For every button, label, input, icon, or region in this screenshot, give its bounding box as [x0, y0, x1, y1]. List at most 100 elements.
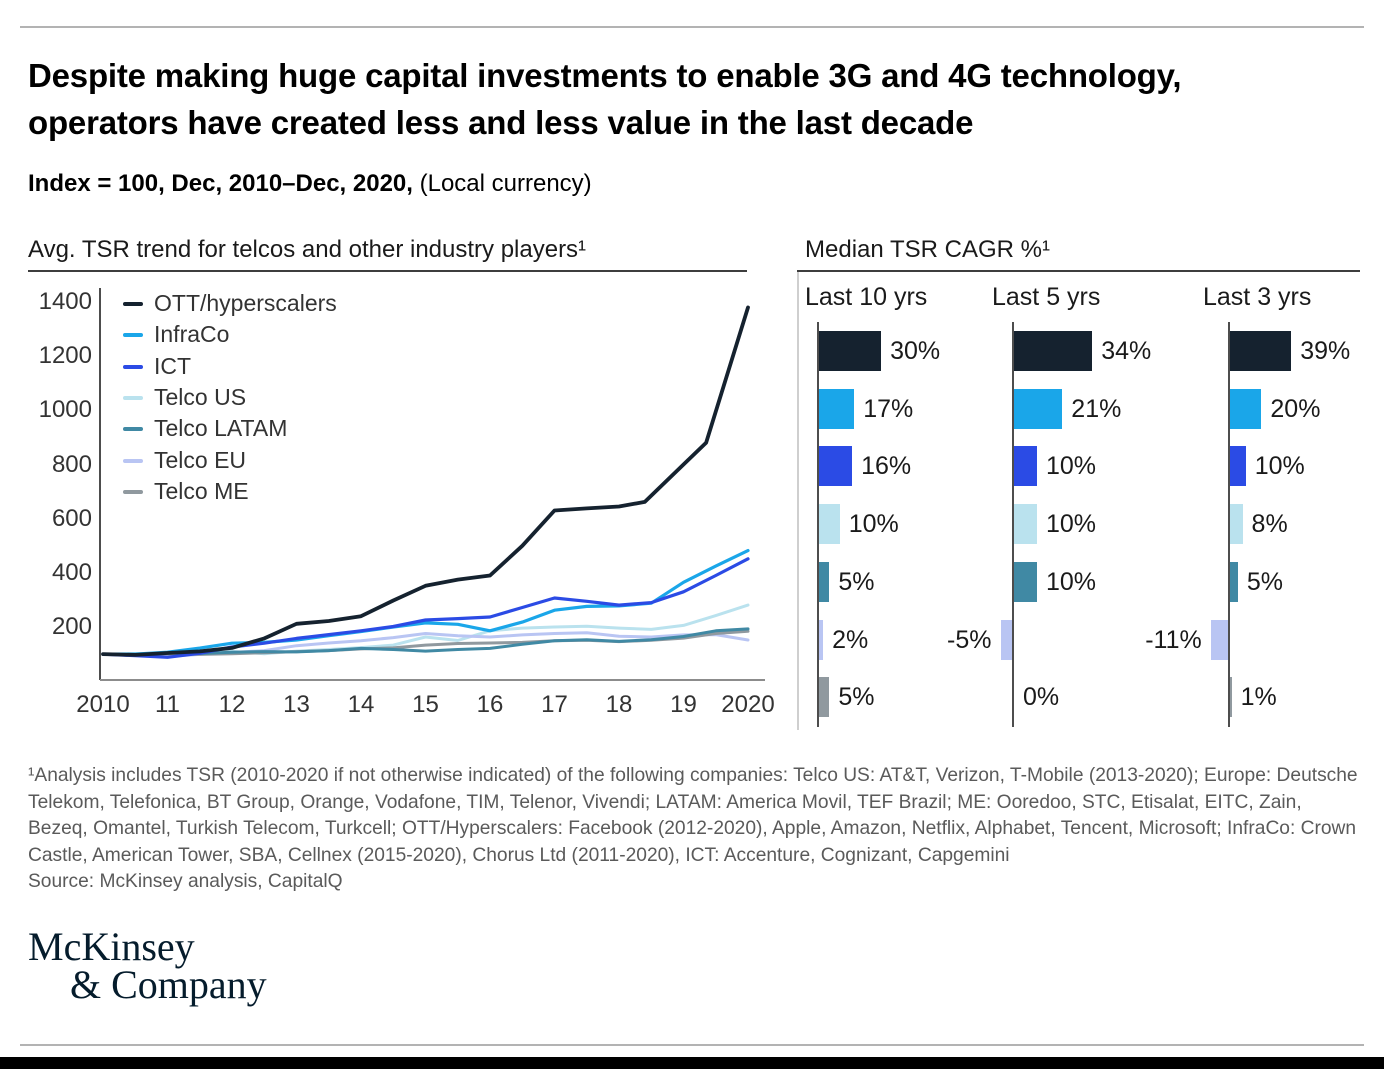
- legend-label-ict: ICT: [154, 352, 192, 379]
- legend-label-ott-hyperscalers: OTT/hyperscalers: [154, 290, 337, 316]
- bottom-black-bar: [0, 1057, 1384, 1069]
- bar-value-telco-eu-last-10-yrs: 2%: [832, 625, 869, 654]
- bar-value-telco-us-last-10-yrs: 10%: [848, 510, 899, 539]
- y-tick-400: 400: [51, 558, 92, 586]
- bar-column-header-last-3-yrs: Last 3 yrs: [1203, 283, 1312, 311]
- x-tick-16: 16: [476, 691, 504, 718]
- footnote-text: ¹Analysis includes TSR (2010-2020 if not…: [28, 765, 1358, 866]
- y-tick-1200: 1200: [38, 342, 92, 370]
- bar-column-header-last-10-yrs: Last 10 yrs: [805, 283, 928, 311]
- panel-divider: [797, 272, 799, 730]
- bar-value-telco-me-last-3-yrs: 1%: [1240, 683, 1277, 712]
- bar-ott-hyperscalers-last-5-yrs: [1014, 331, 1093, 371]
- x-tick-13: 13: [283, 691, 310, 718]
- bar-ict-last-3-yrs: [1230, 446, 1246, 487]
- legend-label-telco-eu: Telco EU: [154, 446, 247, 473]
- bar-ott-hyperscalers-last-10-yrs: [819, 331, 882, 371]
- bar-infraco-last-10-yrs: [819, 388, 855, 429]
- page-title-line2: operators have created less and less val…: [28, 104, 974, 141]
- legend-dash-icon-ict: [123, 364, 143, 369]
- bar-value-ott-hyperscalers-last-10-yrs: 30%: [890, 337, 941, 365]
- bar-ict-last-10-yrs: [819, 446, 853, 487]
- legend-dash-icon-telco-latam: [123, 427, 143, 432]
- bar-value-telco-eu-last-3-yrs: -11%: [1145, 625, 1202, 654]
- bar-value-telco-latam-last-10-yrs: 5%: [838, 567, 875, 596]
- line-chart-title: Avg. TSR trend for telcos and other indu…: [28, 236, 587, 263]
- legend-dash-icon-telco-me: [123, 489, 143, 494]
- series-line-telco-eu: [101, 631, 750, 658]
- x-tick-11: 11: [155, 691, 180, 718]
- x-tick-14: 14: [347, 691, 375, 718]
- subtitle-bold: Index = 100, Dec, 2010–Dec, 2020,: [28, 170, 413, 197]
- logo-line1: McKinsey: [28, 924, 195, 969]
- x-tick-18: 18: [605, 691, 633, 718]
- legend-dash-icon-telco-eu: [123, 458, 143, 463]
- page-title: Despite making huge capital investments …: [28, 52, 1358, 146]
- bar-telco-me-last-10-yrs: [819, 677, 830, 718]
- bar-value-telco-me-last-5-yrs: 0%: [1023, 683, 1060, 712]
- x-tick-2010: 2010: [76, 691, 130, 718]
- y-tick-800: 800: [51, 450, 92, 478]
- subtitle: Index = 100, Dec, 2010–Dec, 2020, (Local…: [28, 170, 592, 198]
- x-tick-12: 12: [218, 691, 246, 718]
- legend-label-telco-us: Telco US: [154, 383, 247, 410]
- y-tick-1000: 1000: [38, 396, 92, 424]
- bar-telco-me-last-3-yrs: [1230, 677, 1232, 718]
- legend-label-infraco: InfraCo: [154, 321, 230, 348]
- bar-value-ict-last-5-yrs: 10%: [1046, 452, 1097, 481]
- source-text: Source: McKinsey analysis, CapitalQ: [28, 871, 343, 893]
- legend-dash-icon-ott-hyperscalers: [123, 302, 143, 306]
- mckinsey-logo: McKinsey & Company: [28, 924, 267, 1007]
- series-line-ict: [101, 557, 750, 659]
- bar-value-ott-hyperscalers-last-5-yrs: 34%: [1101, 337, 1152, 365]
- legend-label-telco-me: Telco ME: [154, 477, 249, 504]
- bar-telco-eu-last-5-yrs: [1000, 619, 1012, 660]
- bar-ict-last-5-yrs: [1014, 446, 1037, 487]
- page-title-line1: Despite making huge capital investments …: [28, 57, 1182, 94]
- series-line-telco-us: [101, 603, 750, 656]
- series-line-telco-me: [101, 629, 750, 656]
- legend-dash-icon-infraco: [123, 333, 143, 338]
- line-chart-title-rule: [28, 270, 747, 272]
- bar-chart-title: Median TSR CAGR %¹: [805, 236, 1050, 263]
- series-line-telco-latam: [101, 627, 750, 657]
- bar-column-header-last-5-yrs: Last 5 yrs: [992, 283, 1101, 311]
- bar-ott-hyperscalers-last-3-yrs: [1230, 331, 1292, 371]
- bar-telco-us-last-5-yrs: [1014, 504, 1037, 545]
- bar-telco-latam-last-10-yrs: [819, 561, 830, 602]
- footnote-block: ¹Analysis includes TSR (2010-2020 if not…: [28, 763, 1364, 896]
- x-tick-2020: 2020: [721, 691, 775, 718]
- bottom-rule: [20, 1044, 1364, 1046]
- bar-telco-us-last-10-yrs: [819, 504, 840, 545]
- legend-dash-icon-telco-us: [123, 395, 143, 400]
- bar-telco-eu-last-10-yrs: [819, 619, 824, 660]
- bar-telco-us-last-3-yrs: [1230, 504, 1243, 545]
- bar-value-ott-hyperscalers-last-3-yrs: 39%: [1300, 337, 1351, 365]
- bar-axis-last-3-yrs: [1228, 322, 1230, 727]
- bar-value-telco-eu-last-5-yrs: -5%: [947, 625, 992, 654]
- x-tick-15: 15: [412, 691, 439, 718]
- bar-value-telco-latam-last-5-yrs: 10%: [1046, 567, 1097, 596]
- bar-value-telco-us-last-5-yrs: 10%: [1046, 510, 1097, 539]
- y-tick-200: 200: [51, 613, 92, 640]
- bar-value-infraco-last-3-yrs: 20%: [1270, 394, 1321, 423]
- x-tick-19: 19: [670, 691, 697, 718]
- bar-value-ict-last-10-yrs: 16%: [861, 452, 912, 481]
- subtitle-note: (Local currency): [419, 170, 592, 197]
- bar-chart-title-rule: [797, 270, 1360, 272]
- bar-value-infraco-last-10-yrs: 17%: [863, 394, 914, 423]
- logo-line2: & Company: [70, 962, 267, 1007]
- bar-value-telco-us-last-3-yrs: 8%: [1251, 510, 1288, 539]
- bar-value-ict-last-3-yrs: 10%: [1254, 452, 1305, 481]
- top-rule: [20, 26, 1364, 28]
- legend-label-telco-latam: Telco LATAM: [154, 415, 288, 442]
- bar-telco-latam-last-5-yrs: [1014, 561, 1037, 602]
- bar-telco-latam-last-3-yrs: [1230, 561, 1238, 602]
- bar-value-infraco-last-5-yrs: 21%: [1071, 394, 1122, 423]
- bar-axis-last-10-yrs: [817, 322, 819, 727]
- x-tick-17: 17: [541, 691, 568, 718]
- bar-infraco-last-5-yrs: [1014, 388, 1063, 429]
- bar-telco-eu-last-3-yrs: [1210, 619, 1229, 660]
